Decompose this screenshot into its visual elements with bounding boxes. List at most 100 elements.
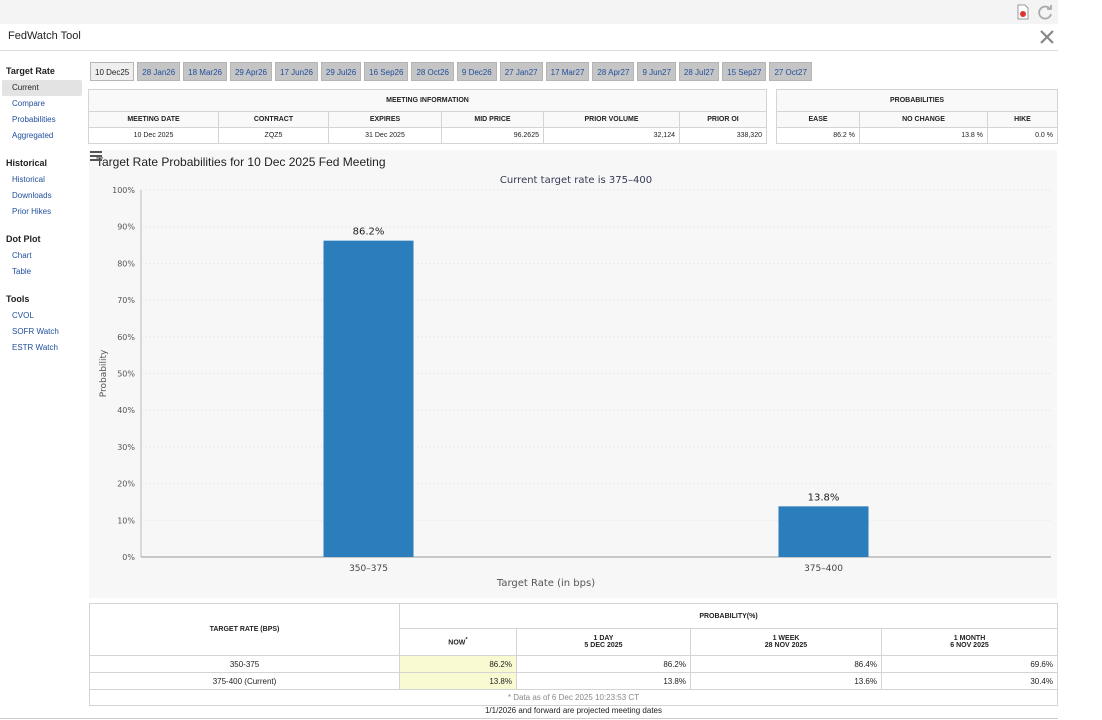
meeting-tabs: 10 Dec25 28 Jan26 18 Mar26 29 Apr26 17 Jun26… bbox=[90, 62, 812, 82]
y-tick-label: 70% bbox=[117, 296, 135, 305]
tab-29-apr26[interactable]: 29 Apr26 bbox=[229, 62, 272, 81]
sidebar-item-historical[interactable]: Historical bbox=[12, 175, 45, 184]
contract: ZQZ5 bbox=[218, 127, 329, 144]
week-cell: 86.4% bbox=[690, 655, 882, 673]
chart-panel: Current target rate is 375–400 0% 10% 20% 30… bbox=[89, 150, 1057, 598]
top-toolbar bbox=[0, 0, 1058, 24]
hike-value: 0.0 % bbox=[987, 127, 1058, 144]
tab-28-oct26[interactable]: 28 Oct26 bbox=[411, 62, 454, 81]
sidebar-item-cvol[interactable]: CVOL bbox=[12, 311, 34, 320]
sidebar-heading: Historical bbox=[6, 158, 48, 168]
rate-cell: 375-400 (Current) bbox=[89, 672, 400, 690]
sidebar-item-aggregated[interactable]: Aggregated bbox=[12, 131, 54, 140]
sidebar-item-current[interactable]: Current bbox=[2, 80, 82, 96]
meeting-info-heading: MEETING INFORMATION bbox=[88, 89, 767, 112]
header-prior-volume: PRIOR VOLUME bbox=[543, 111, 680, 128]
data-timestamp-note: * Data as of 6 Dec 2025 10:23:53 CT bbox=[89, 689, 1058, 706]
bar bbox=[778, 506, 869, 557]
tab-15-sep27[interactable]: 15 Sep27 bbox=[722, 62, 767, 81]
header-1-day: 1 DAY 5 DEC 2025 bbox=[516, 628, 691, 656]
header-probability: PROBABILITY(%) bbox=[399, 603, 1058, 629]
tab-27-oct27[interactable]: 27 Oct27 bbox=[769, 62, 812, 81]
probability-history-table: TARGET RATE (BPS) PROBABILITY(%) NOW* 1 … bbox=[89, 603, 1058, 706]
probability-chart: Current target rate is 375–400 0% 10% 20% 30… bbox=[99, 175, 1051, 589]
sidebar-item-table[interactable]: Table bbox=[12, 267, 32, 276]
now-footnote-mark: * bbox=[465, 637, 468, 644]
no-change-value: 13.8 % bbox=[859, 127, 988, 144]
app-title: FedWatch Tool bbox=[8, 30, 81, 42]
tab-10-dec25[interactable]: 10 Dec25 bbox=[90, 62, 135, 81]
y-tick-label: 50% bbox=[117, 370, 135, 379]
chart-title: Target Rate Probabilities for 10 Dec 202… bbox=[96, 155, 386, 169]
y-tick-label: 20% bbox=[117, 480, 135, 489]
header-contract: CONTRACT bbox=[218, 111, 329, 128]
table-row: 350-375 86.2% 86.2% 86.4% 69.6% bbox=[89, 655, 1058, 673]
sidebar: Target Rate Current Compare Probabilities Ag… bbox=[0, 60, 84, 356]
mid-price: 96.2625 bbox=[441, 127, 544, 144]
tab-17-jun26[interactable]: 17 Jun26 bbox=[275, 62, 318, 81]
header-mid-price: MID PRICE bbox=[441, 111, 544, 128]
ease-value: 86.2 % bbox=[776, 127, 860, 144]
sidebar-heading: Target Rate bbox=[6, 66, 55, 76]
tab-29-jul26[interactable]: 29 Jul26 bbox=[320, 62, 362, 81]
expires: 31 Dec 2025 bbox=[328, 127, 442, 144]
y-tick-label: 60% bbox=[117, 333, 135, 342]
pdf-icon[interactable] bbox=[1014, 3, 1032, 21]
sidebar-item-prior-hikes[interactable]: Prior Hikes bbox=[12, 207, 52, 216]
sidebar-item-compare[interactable]: Compare bbox=[12, 99, 45, 108]
sidebar-item-sofr-watch[interactable]: SOFR Watch bbox=[12, 327, 59, 336]
tab-17-mar27[interactable]: 17 Mar27 bbox=[545, 62, 590, 81]
header-prior-oi: PRIOR OI bbox=[679, 111, 767, 128]
refresh-icon[interactable] bbox=[1036, 3, 1054, 21]
tab-28-apr27[interactable]: 28 Apr27 bbox=[592, 62, 635, 81]
title-bar: FedWatch Tool bbox=[0, 24, 1058, 51]
header-1-week: 1 WEEK 28 NOV 2025 bbox=[690, 628, 882, 656]
month-cell: 30.4% bbox=[881, 672, 1058, 690]
now-cell: 13.8% bbox=[399, 672, 517, 690]
tab-18-mar26[interactable]: 18 Mar26 bbox=[183, 62, 227, 81]
header-meeting-date: MEETING DATE bbox=[88, 111, 219, 128]
bar bbox=[323, 240, 414, 557]
table-row: 375-400 (Current) 13.8% 13.8% 13.6% 30.4… bbox=[89, 672, 1058, 690]
prior-volume: 32,124 bbox=[543, 127, 680, 144]
header-target-rate: TARGET RATE (BPS) bbox=[89, 603, 400, 656]
day-cell: 86.2% bbox=[516, 655, 691, 673]
y-tick-label: 90% bbox=[117, 223, 135, 232]
sidebar-item-chart[interactable]: Chart bbox=[12, 251, 32, 260]
tab-27-jan27[interactable]: 27 Jan27 bbox=[499, 62, 543, 81]
header-ease: EASE bbox=[776, 111, 860, 128]
y-tick-label: 80% bbox=[117, 259, 135, 268]
y-tick-label: 0% bbox=[122, 553, 135, 562]
probabilities-heading: PROBABILITIES bbox=[776, 89, 1058, 112]
month-cell: 69.6% bbox=[881, 655, 1058, 673]
header-no-change: NO CHANGE bbox=[859, 111, 988, 128]
sidebar-heading: Dot Plot bbox=[6, 234, 41, 244]
y-tick-label: 40% bbox=[117, 406, 135, 415]
chart-subtitle: Current target rate is 375–400 bbox=[500, 175, 652, 186]
sidebar-item-probabilities[interactable]: Probabilities bbox=[12, 115, 56, 124]
prior-oi: 338,320 bbox=[679, 127, 767, 144]
probabilities-summary-table: PROBABILITIES EASE NO CHANGE HIKE 86.2 %… bbox=[776, 89, 1058, 144]
sidebar-item-downloads[interactable]: Downloads bbox=[12, 191, 52, 200]
header-hike: HIKE bbox=[987, 111, 1058, 128]
tab-28-jan26[interactable]: 28 Jan26 bbox=[137, 62, 181, 81]
day-cell: 13.8% bbox=[516, 672, 691, 690]
bar-value-label: 13.8% bbox=[808, 492, 840, 503]
x-share-icon[interactable] bbox=[1038, 28, 1056, 46]
chart-menu-icon[interactable] bbox=[89, 150, 103, 162]
tab-9-jun27[interactable]: 9 Jun27 bbox=[637, 62, 676, 81]
divider bbox=[0, 718, 1058, 719]
sidebar-item-estr-watch[interactable]: ESTR Watch bbox=[12, 343, 58, 352]
sidebar-heading: Tools bbox=[6, 294, 30, 304]
tab-28-jul27[interactable]: 28 Jul27 bbox=[678, 62, 720, 81]
tab-16-sep26[interactable]: 16 Sep26 bbox=[364, 62, 409, 81]
y-axis-title: Probability bbox=[99, 349, 109, 397]
header-expires: EXPIRES bbox=[328, 111, 442, 128]
tab-9-dec26[interactable]: 9 Dec26 bbox=[456, 62, 497, 81]
projected-dates-note: 1/1/2026 and forward are projected meeti… bbox=[484, 706, 662, 715]
meeting-date: 10 Dec 2025 bbox=[88, 127, 219, 144]
header-now: NOW* bbox=[399, 628, 517, 656]
y-tick-label: 10% bbox=[117, 516, 135, 525]
week-cell: 13.6% bbox=[690, 672, 882, 690]
x-axis-title: Target Rate (in bps) bbox=[496, 578, 595, 589]
